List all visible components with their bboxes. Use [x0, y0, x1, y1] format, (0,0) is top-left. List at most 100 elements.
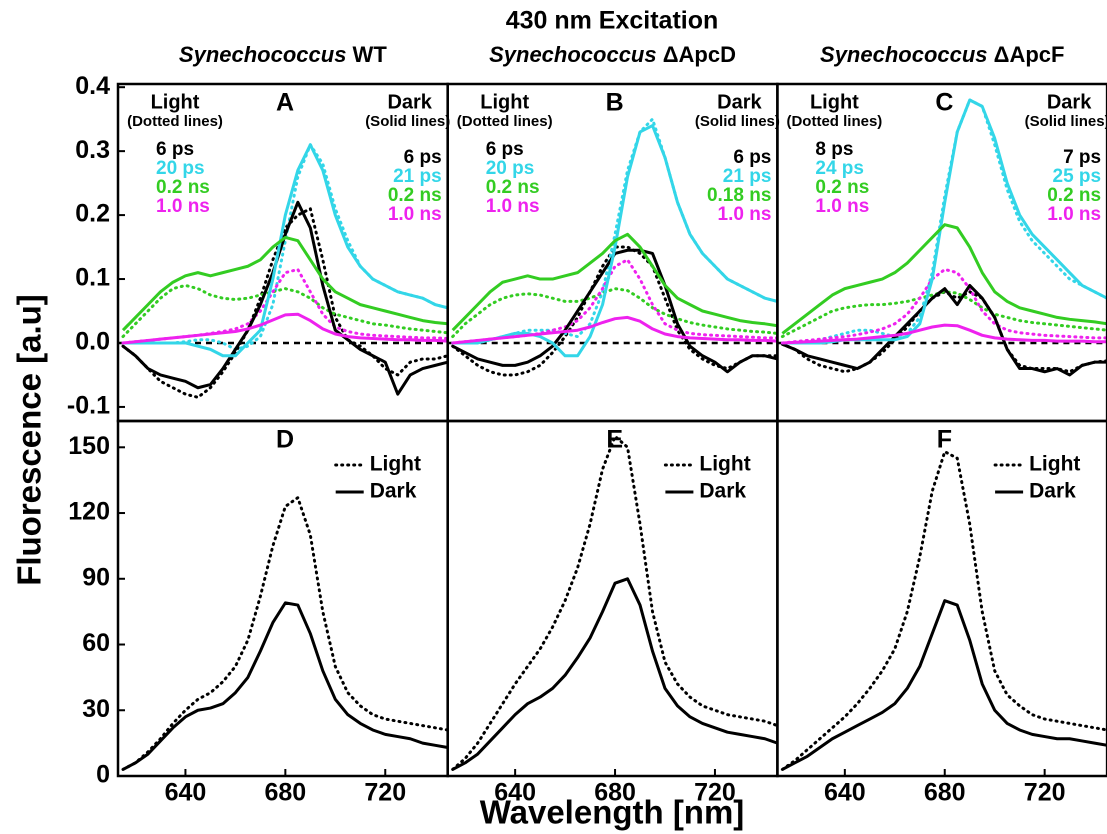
legend-entry: 0.2 ns	[1047, 185, 1101, 206]
y-tick-label: 90	[82, 563, 110, 591]
legend-entry: 1.0 ns	[156, 196, 210, 217]
panel: 640 680 720 F Light Dark	[776, 419, 1107, 807]
x-tick-label: 680	[594, 779, 636, 807]
panel-frame	[116, 82, 449, 423]
legend-entry: Dark	[699, 480, 746, 503]
y-tick-label: 150	[68, 432, 110, 460]
y-tick-label: 0.2	[75, 200, 110, 228]
series-line	[451, 434, 778, 771]
legend-entry: 8 ps	[815, 139, 853, 160]
series-line	[780, 290, 1107, 339]
legend-entry: 1.0 ns	[486, 196, 540, 217]
panel: Synechococcus ΔApcD B Light(Dotted lines) D…	[446, 42, 780, 423]
panel-label: B	[606, 89, 624, 117]
series-line	[122, 312, 448, 345]
series-line	[452, 315, 778, 345]
legend-entry: 0.18 ns	[707, 185, 771, 206]
panel: Synechococcus WT -0.1 0.0 0.1 0.2 0.3 0.4 A Ligh…	[67, 42, 450, 423]
plot-area	[451, 434, 778, 771]
series-line	[780, 290, 1107, 374]
legend-note: (Dotted lines)	[457, 113, 553, 130]
legend-entry: 1.0 ns	[815, 196, 869, 217]
plot-area	[777, 98, 1107, 377]
y-tick-label: 60	[82, 629, 110, 657]
y-tick-label: 0.4	[75, 72, 110, 100]
legend-entry: 1.0 ns	[388, 204, 442, 225]
legend-note: (Dotted lines)	[127, 113, 223, 130]
legend-note: (Solid lines)	[365, 113, 450, 130]
y-tick-label: 30	[82, 695, 110, 723]
panel-subtitle: Synechococcus ΔApcD	[489, 42, 736, 67]
legend-entry: 20 ps	[486, 158, 535, 179]
x-tick-label: 640	[824, 779, 866, 807]
panel: 640 680 720 E Light Dark	[446, 419, 779, 807]
series-line	[451, 232, 778, 332]
panel-subtitle: Synechococcus WT	[179, 42, 387, 67]
series-line	[451, 258, 778, 345]
legend-title: Light	[480, 91, 529, 113]
y-tick-label: 0.1	[75, 264, 110, 292]
legend-entry: 0.2 ns	[486, 177, 540, 198]
legend-entry: 0.2 ns	[156, 177, 210, 198]
legend-entry: 20 ps	[156, 158, 205, 179]
series-line	[780, 267, 1107, 345]
panel: 0 30 60 90 120 150 640 680 720 D Light Dark	[68, 419, 449, 807]
series-line	[121, 235, 448, 332]
plot-area	[447, 117, 778, 377]
x-axis-label: Wavelength [nm]	[480, 794, 745, 831]
legend-entry: 0.2 ns	[815, 177, 869, 198]
legend-entry: Light	[370, 453, 421, 476]
plot-area	[780, 450, 1107, 771]
legend-title: Dark	[387, 91, 432, 113]
series-line	[781, 223, 1107, 335]
legend-entry: 6 ps	[733, 147, 771, 168]
series-line	[452, 577, 778, 771]
x-tick-label: 720	[694, 779, 736, 807]
legend-note: (Solid lines)	[1025, 113, 1107, 130]
series-line	[121, 207, 448, 399]
legend-note: (Solid lines)	[695, 113, 780, 130]
x-tick-label: 720	[1024, 779, 1066, 807]
series-line	[782, 323, 1107, 345]
legend-entry: 21 ps	[393, 166, 442, 187]
legend-entry: 6 ps	[486, 139, 524, 160]
legend-entry: 6 ps	[404, 147, 442, 168]
legend-entry: 24 ps	[815, 158, 864, 179]
legend-entry: 0.2 ns	[388, 185, 442, 206]
y-axis-label: Fluorescence [a.u]	[11, 294, 48, 586]
legend-entry: 6 ps	[156, 139, 194, 160]
panel-label: E	[606, 426, 623, 454]
series-line	[121, 283, 448, 339]
panel-label: F	[937, 426, 952, 454]
legend-title: Dark	[1047, 91, 1092, 113]
panel-subtitle: Synechococcus ΔApcF	[820, 42, 1064, 67]
legend-entry: 25 ps	[1053, 166, 1102, 187]
panel-label: D	[276, 426, 294, 454]
series-line	[122, 601, 448, 771]
legend-title: Light	[151, 91, 200, 113]
legend-entry: Dark	[1029, 480, 1076, 503]
x-tick-label: 720	[364, 779, 406, 807]
series-line	[121, 267, 448, 345]
y-tick-label: 0	[96, 761, 110, 789]
legend-entry: Light	[1029, 453, 1080, 476]
x-tick-label: 640	[165, 779, 207, 807]
legend-entry: Dark	[370, 480, 417, 503]
y-tick-label: 0.0	[75, 328, 110, 356]
legend-entry: 7 ps	[1063, 147, 1101, 168]
plot-area	[118, 143, 448, 399]
plot-area	[121, 496, 448, 771]
legend-entry: 1.0 ns	[718, 204, 772, 225]
y-tick-label: 0.3	[75, 136, 110, 164]
panel-label: C	[935, 89, 953, 117]
x-tick-label: 680	[264, 779, 306, 807]
series-line	[123, 143, 448, 358]
y-tick-label: -0.1	[67, 392, 110, 420]
panel-frame	[776, 419, 1107, 778]
figure-title: 430 nm Excitation	[506, 7, 719, 35]
series-line	[780, 450, 1107, 771]
y-tick-label: 120	[68, 498, 110, 526]
series-line	[781, 599, 1107, 771]
series-line	[781, 283, 1107, 377]
